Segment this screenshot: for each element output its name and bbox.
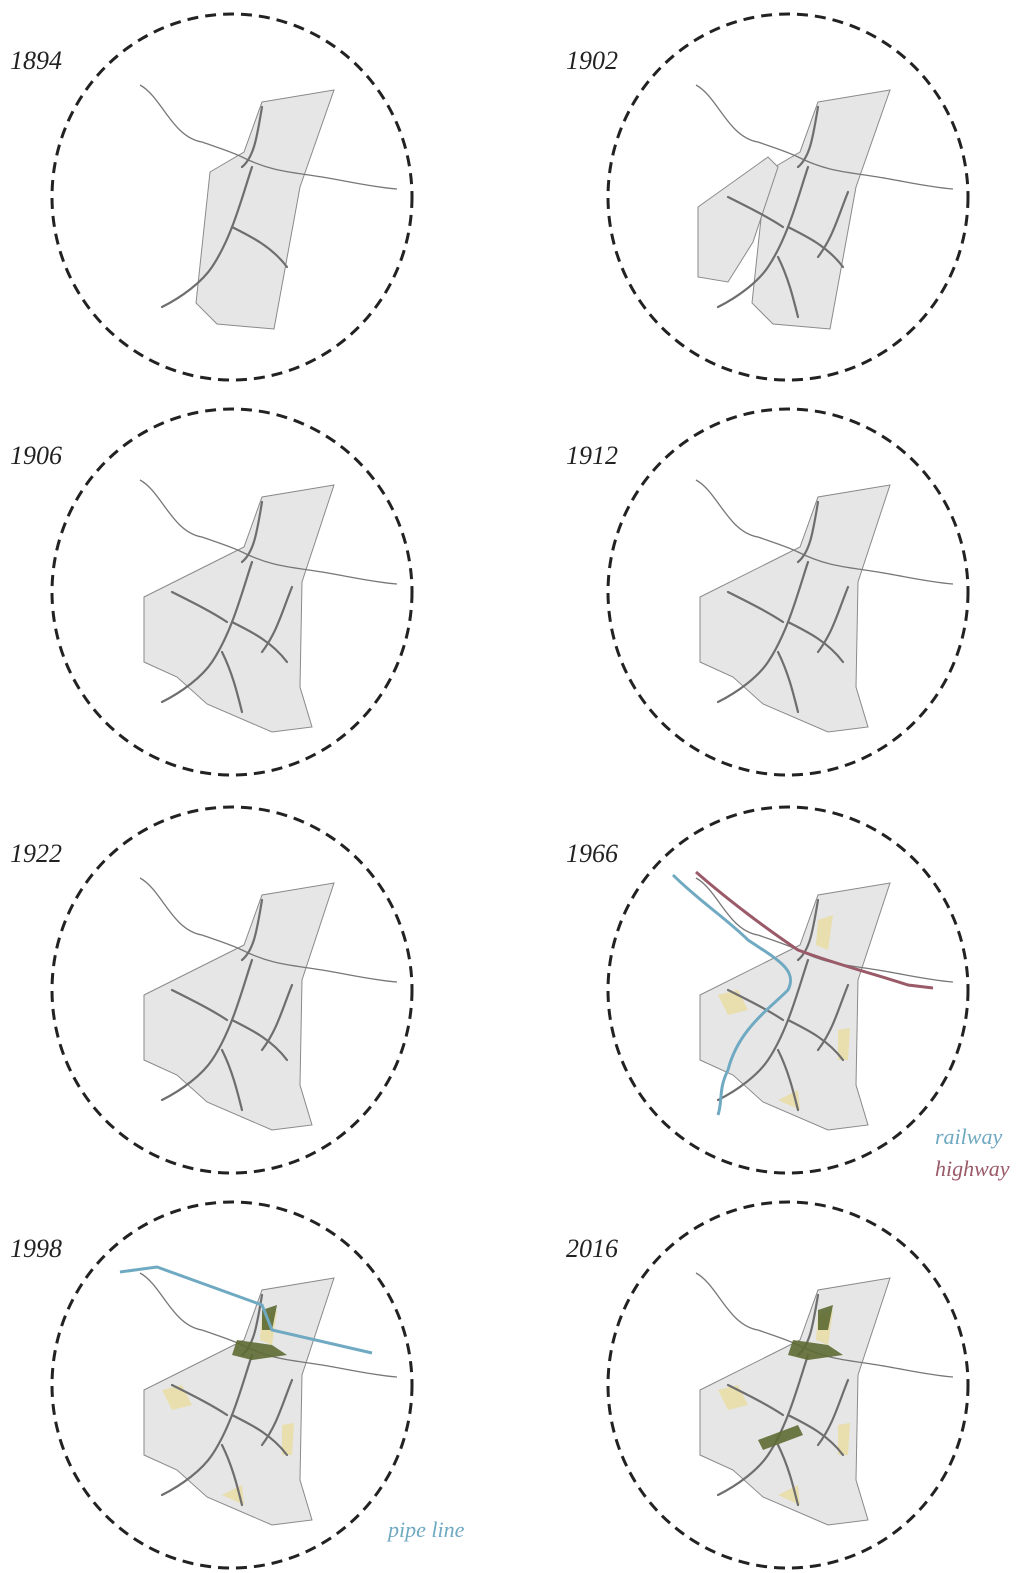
panel-year: 1922 — [10, 839, 62, 868]
panel-ring — [606, 1200, 970, 1570]
sand-patch — [838, 1028, 850, 1060]
panel-year: 2016 — [566, 1234, 618, 1263]
panel-ring — [50, 12, 414, 382]
panel-ring — [606, 12, 970, 382]
panel-ring — [50, 407, 414, 777]
creek — [220, 1443, 244, 1507]
panel-year: 1966 — [566, 839, 618, 868]
sand-patch — [282, 1423, 294, 1455]
creek — [786, 225, 845, 269]
railway-line — [671, 873, 792, 1116]
creek — [160, 560, 254, 704]
legend-railway: railway — [935, 1124, 1002, 1149]
developed-area — [818, 1305, 833, 1330]
creek — [240, 898, 264, 962]
pipe-line — [119, 1265, 373, 1355]
creek — [260, 585, 294, 654]
land-parcel — [195, 89, 335, 330]
sand-patch — [816, 915, 833, 950]
creek — [776, 650, 800, 714]
highway-line — [695, 870, 934, 990]
creek — [170, 988, 229, 1022]
creek — [776, 1048, 800, 1112]
land-parcel — [699, 882, 891, 1131]
creek — [776, 255, 800, 319]
creek — [220, 650, 244, 714]
creek — [240, 500, 264, 564]
river — [139, 877, 398, 983]
creek — [816, 585, 850, 654]
panel-year: 1902 — [566, 46, 618, 75]
land-parcel — [143, 882, 335, 1131]
creek — [230, 1413, 289, 1457]
creek — [716, 560, 810, 704]
creek — [230, 620, 289, 664]
panel-year: 1894 — [10, 46, 62, 75]
creek — [230, 1018, 289, 1062]
creek — [260, 1378, 294, 1447]
map-panel — [50, 1200, 414, 1570]
land-parcel — [697, 156, 779, 283]
creek — [726, 1383, 785, 1417]
panel-ring — [606, 407, 970, 777]
panel-ring — [606, 805, 970, 1175]
map-panel — [606, 12, 970, 382]
creek — [716, 1353, 810, 1497]
creek — [170, 590, 229, 624]
creek — [776, 1443, 800, 1507]
river — [139, 84, 398, 190]
land-parcel — [699, 1277, 891, 1526]
developed-area — [232, 1340, 287, 1360]
legend-highway: highway — [935, 1156, 1010, 1181]
land-parcel — [699, 484, 891, 733]
panel-year: 1912 — [566, 441, 618, 470]
creek — [726, 195, 785, 229]
panel-year: 1906 — [10, 441, 62, 470]
creek — [816, 983, 850, 1052]
map-panel — [606, 805, 970, 1175]
creek — [816, 1378, 850, 1447]
creek — [786, 1018, 845, 1062]
creek — [160, 1353, 254, 1497]
panel-year: 1998 — [10, 1234, 62, 1263]
map-panel — [50, 12, 414, 382]
panel-ring — [50, 805, 414, 1175]
creek — [796, 898, 820, 962]
river — [695, 84, 954, 190]
creek — [716, 958, 810, 1102]
creek — [716, 165, 810, 309]
developed-area — [758, 1425, 803, 1450]
panel-ring — [50, 1200, 414, 1570]
map-panel — [50, 407, 414, 777]
legend-pipe-line: pipe line — [386, 1517, 465, 1542]
creek — [220, 1048, 244, 1112]
map-panel — [606, 1200, 970, 1570]
land-parcel — [143, 1277, 335, 1526]
developed-area — [788, 1340, 843, 1360]
creek — [796, 500, 820, 564]
sand-patch — [838, 1423, 850, 1455]
creek — [240, 105, 264, 169]
creek — [726, 988, 785, 1022]
creek — [260, 983, 294, 1052]
creek — [230, 225, 289, 269]
creek — [726, 590, 785, 624]
creek — [786, 620, 845, 664]
creek — [160, 958, 254, 1102]
river — [139, 479, 398, 585]
map-panel — [50, 805, 414, 1175]
land-parcel — [143, 484, 335, 733]
river — [695, 479, 954, 585]
land-parcel — [751, 89, 891, 330]
creek — [786, 1413, 845, 1457]
creek — [796, 105, 820, 169]
creek — [160, 165, 254, 309]
creek — [170, 1383, 229, 1417]
map-panel — [606, 407, 970, 777]
creek — [816, 190, 850, 259]
